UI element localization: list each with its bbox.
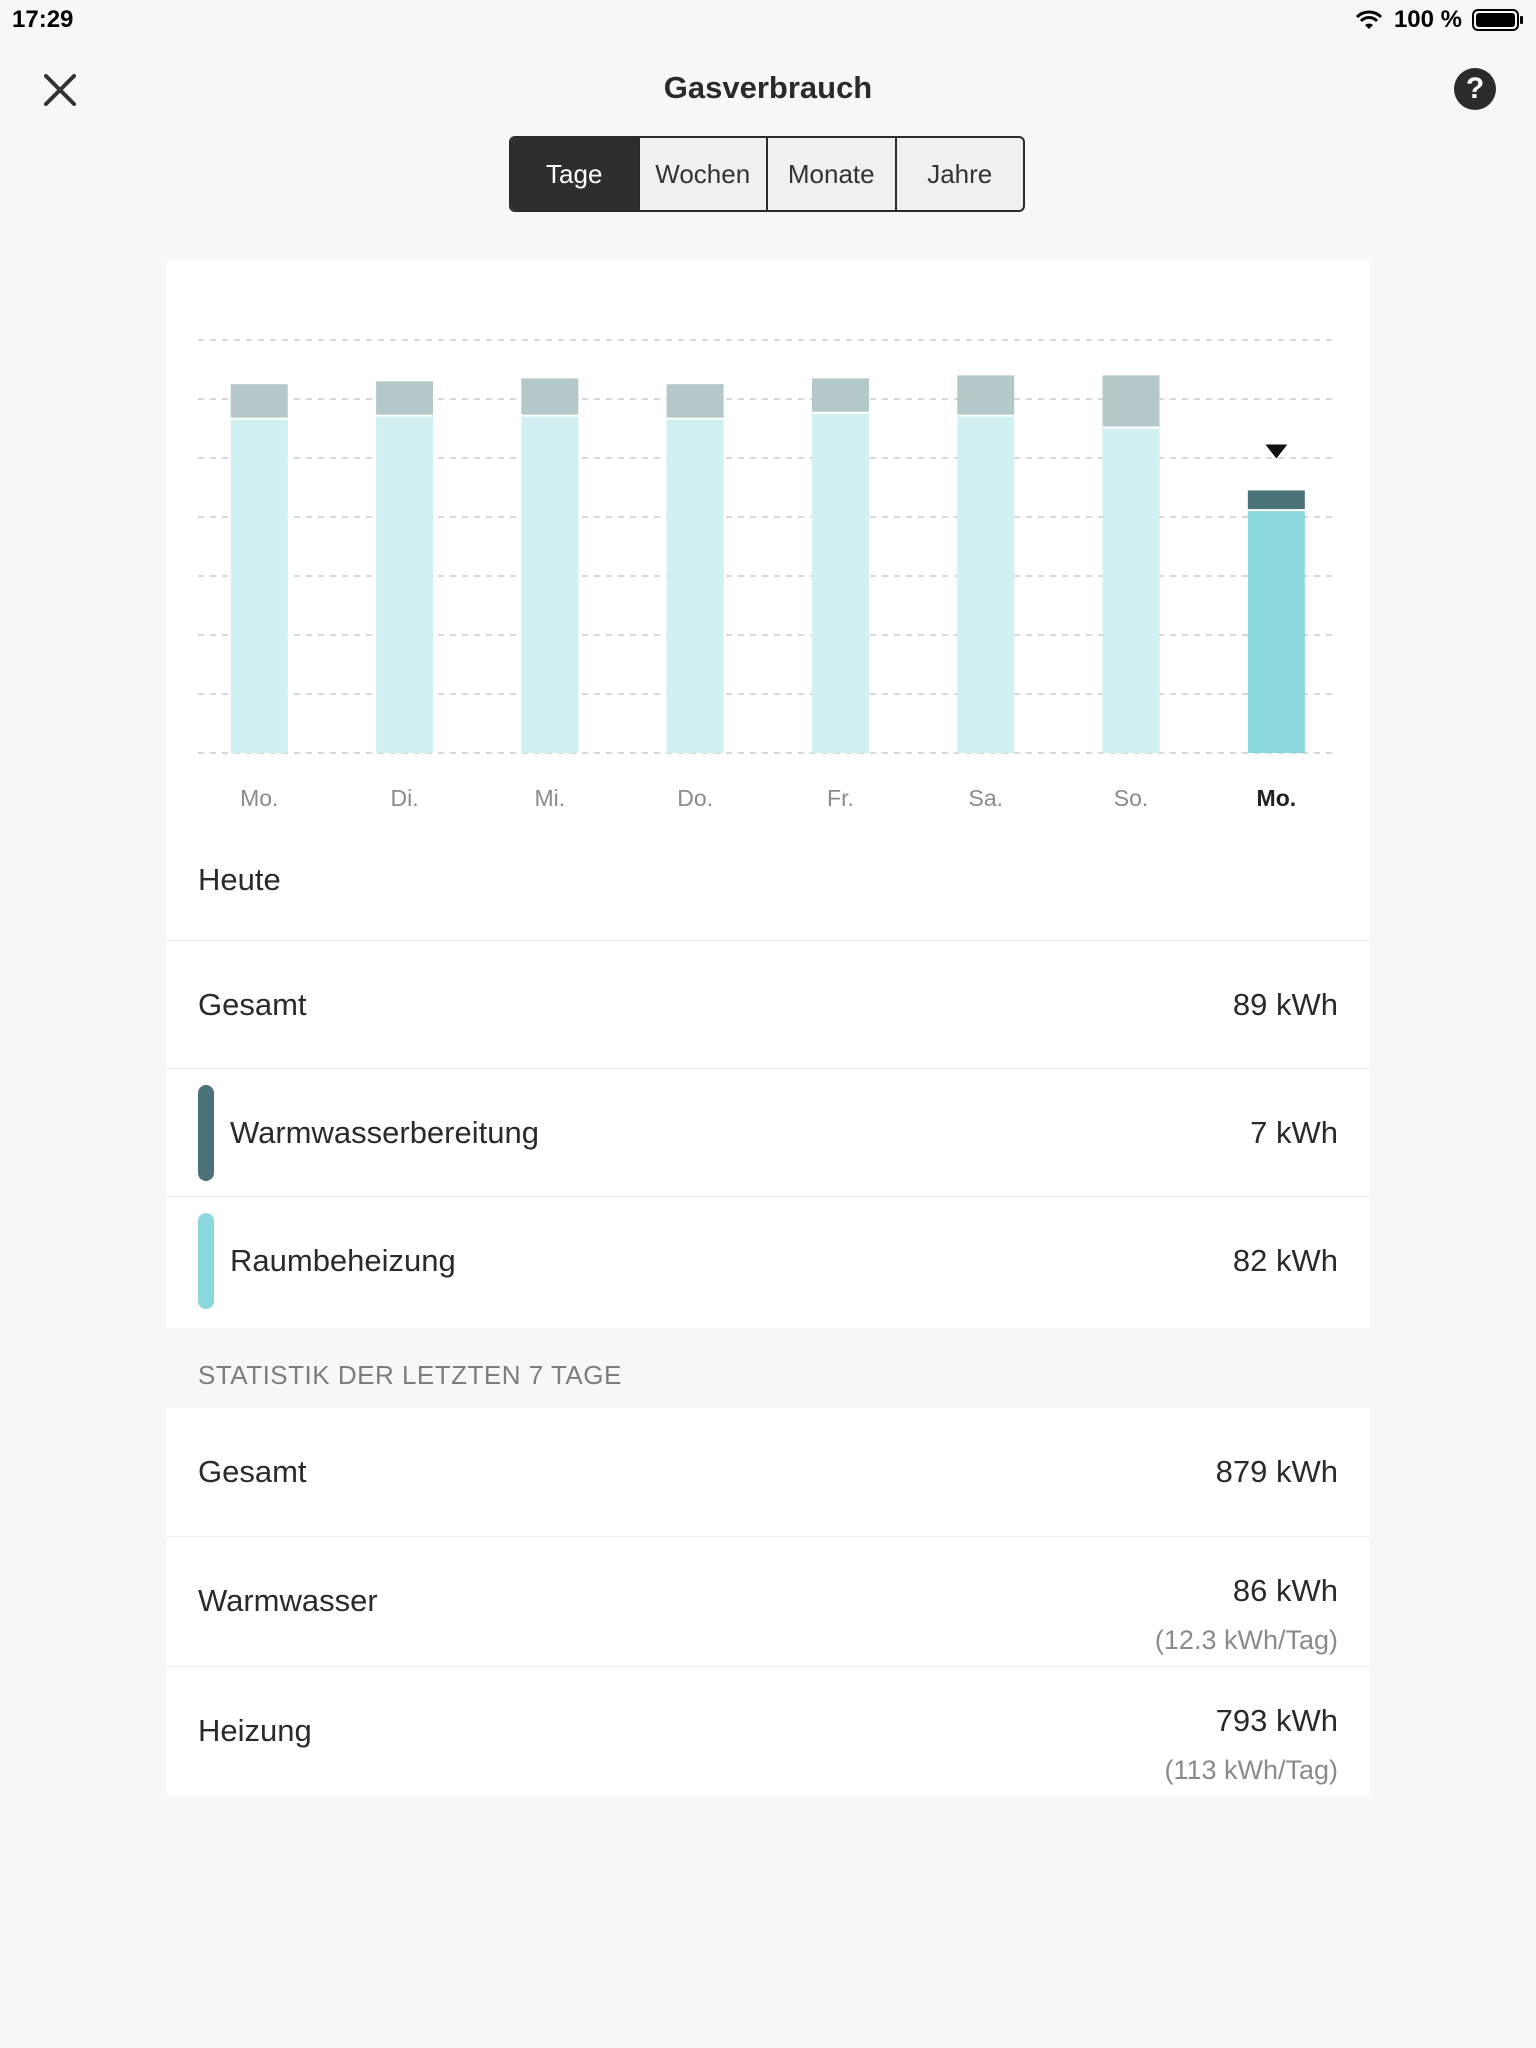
- x-tick-label-0: Mo.: [240, 785, 278, 811]
- stats-section-heading: STATISTIK DER LETZTEN 7 TAGE: [198, 1360, 622, 1390]
- today-heizung-value: 82 kWh: [1232, 1243, 1338, 1278]
- tab-wochen[interactable]: Wochen: [637, 138, 767, 210]
- battery-icon: [1472, 9, 1523, 31]
- today-total-label: Gesamt: [198, 987, 307, 1022]
- x-tick-label-3: Do.: [677, 785, 713, 811]
- x-tick-label-7: Mo.: [1257, 785, 1297, 811]
- tab-jahre[interactable]: Jahre: [894, 138, 1024, 210]
- today-warmwasser-row: Warmwasserbereitung 7 kWh: [166, 1068, 1370, 1196]
- page-title: Gasverbrauch: [663, 70, 873, 105]
- stats-total-row: Gesamt 879 kWh: [166, 1408, 1370, 1536]
- close-icon[interactable]: [40, 70, 80, 110]
- bar-raumbeheizung-2: [521, 416, 579, 753]
- x-tick-label-4: Fr.: [827, 785, 854, 811]
- today-heizung-label: Raumbeheizung: [230, 1243, 456, 1278]
- today-heizung-row: Raumbeheizung 82 kWh: [166, 1196, 1370, 1328]
- bar-warmwasser-2: [521, 378, 579, 415]
- bar-warmwasser-7: [1247, 490, 1305, 510]
- status-right: 100 %: [1354, 6, 1524, 34]
- bar-raumbeheizung-7: [1247, 511, 1305, 753]
- bar-warmwasser-4: [811, 378, 869, 412]
- stats-warmwasser-row: Warmwasser 86 kWh (12.3 kWh/Tag): [166, 1536, 1370, 1666]
- stats-warmwasser-per-day: (12.3 kWh/Tag): [1154, 1625, 1338, 1655]
- selected-day-marker-icon: [1265, 444, 1288, 459]
- today-total-row: Gesamt 89 kWh: [166, 940, 1370, 1068]
- tab-monate[interactable]: Monate: [766, 138, 895, 210]
- stats-warmwasser-label: Warmwasser: [198, 1583, 378, 1618]
- x-tick-label-2: Mi.: [535, 785, 566, 811]
- bar-warmwasser-3: [666, 384, 724, 418]
- period-segmented-control: Tage Wochen Monate Jahre: [509, 136, 1025, 212]
- bar-raumbeheizung-5: [957, 416, 1015, 753]
- x-tick-label-6: So.: [1114, 785, 1149, 811]
- bar-raumbeheizung-1: [376, 416, 434, 753]
- battery-percent: 100 %: [1393, 6, 1462, 33]
- stats-total-value: 879 kWh: [1215, 1454, 1338, 1489]
- bar-raumbeheizung-4: [811, 413, 869, 753]
- x-tick-label-5: Sa.: [968, 785, 1003, 811]
- bar-warmwasser-1: [376, 381, 434, 415]
- tab-tage[interactable]: Tage: [511, 138, 638, 210]
- top-bar: Gasverbrauch ?: [0, 60, 1536, 116]
- warmwasser-legend-swatch: [198, 1085, 214, 1181]
- heizung-legend-swatch: [198, 1213, 214, 1309]
- stats-heizung-row: Heizung 793 kWh (113 kWh/Tag): [166, 1666, 1370, 1796]
- status-time: 17:29: [12, 6, 74, 33]
- status-bar: 17:29 100 %: [0, 0, 1536, 40]
- wifi-icon: [1355, 10, 1382, 29]
- stats-total-label: Gesamt: [198, 1454, 307, 1489]
- stats-warmwasser-value: 86 kWh: [1232, 1573, 1338, 1608]
- today-title: Heute: [198, 862, 281, 897]
- help-icon[interactable]: ?: [1454, 68, 1496, 110]
- stats-heizung-value: 793 kWh: [1215, 1703, 1338, 1738]
- bar-raumbeheizung-0: [230, 419, 288, 753]
- bar-warmwasser-6: [1102, 375, 1160, 427]
- stats-heizung-per-day: (113 kWh/Tag): [1164, 1755, 1338, 1785]
- x-tick-label-1: Di.: [390, 785, 418, 811]
- consumption-chart: Mo. Di. Mi. Do. Fr. Sa. So. Mo.: [198, 339, 1338, 811]
- today-total-value: 89 kWh: [1232, 987, 1338, 1022]
- bar-warmwasser-0: [230, 384, 288, 418]
- today-warmwasser-value: 7 kWh: [1250, 1115, 1338, 1150]
- today-warmwasser-label: Warmwasserbereitung: [230, 1115, 539, 1150]
- bar-raumbeheizung-6: [1102, 428, 1160, 753]
- bar-warmwasser-5: [957, 375, 1015, 415]
- stats-heizung-label: Heizung: [198, 1713, 312, 1748]
- chart-card: Mo. Di. Mi. Do. Fr. Sa. So. Mo. Heute: [166, 260, 1370, 940]
- bar-raumbeheizung-3: [666, 419, 724, 753]
